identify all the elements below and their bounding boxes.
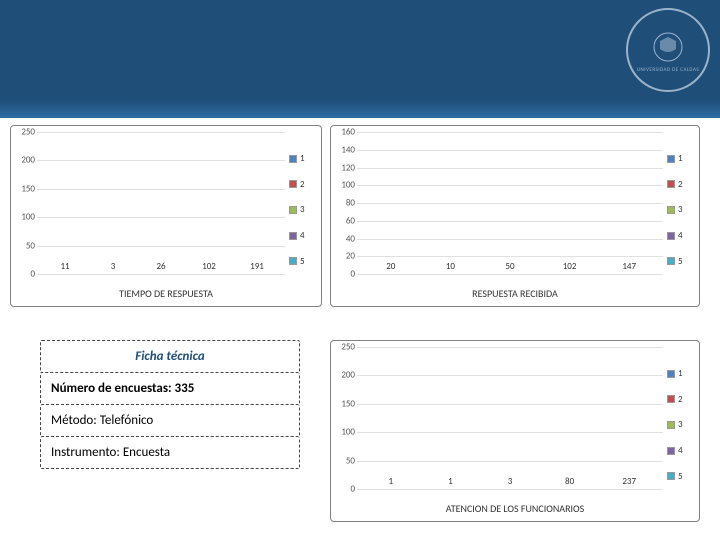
bar-value: 147 [603,261,655,272]
bar-value: 80 [544,476,596,487]
y-tick: 0 [350,484,355,495]
chart-tiempo-respuesta: 0 50 100 150 200 250 11 3 26 102 191 1 2 3 4 5 TIEMPO… [10,125,322,307]
bar-value: 3 [484,476,536,487]
bar-value: 102 [189,261,229,272]
y-tick: 100 [341,427,355,438]
y-tick: 100 [341,180,355,191]
bar-value: 50 [484,261,536,272]
bar-value: 20 [365,261,417,272]
y-tick: 0 [30,269,35,280]
legend-item: 3 [667,204,695,215]
bar-value: 26 [141,261,181,272]
y-tick: 20 [346,251,355,262]
y-tick: 80 [346,198,355,209]
legend-item: 2 [289,179,317,190]
chart1-xlabel: TIEMPO DE RESPUESTA [11,287,321,300]
legend-item: 1 [667,153,695,164]
bar-value: 11 [45,261,85,272]
bar-value: 102 [544,261,596,272]
legend-item: 5 [667,471,695,482]
legend-item: 4 [667,230,695,241]
legend-item: 3 [667,419,695,430]
legend-item: 3 [289,204,317,215]
legend-item: 5 [289,256,317,267]
ficha-head: Ficha técnica [40,340,300,373]
legend-item: 4 [289,230,317,241]
legend-item: 2 [667,394,695,405]
university-logo: UNIVERSIDAD DE CALDAS [626,8,710,92]
y-tick: 40 [346,233,355,244]
ficha-row: Método: Telefónico [40,405,300,437]
bar-value: 3 [93,261,133,272]
y-tick: 60 [346,215,355,226]
bar-value: 10 [425,261,477,272]
bar-value: 237 [603,476,655,487]
bar-value: 1 [365,476,417,487]
y-tick: 200 [341,370,355,381]
legend-item: 1 [289,153,317,164]
y-tick: 50 [346,455,355,466]
y-tick: 150 [21,183,35,194]
y-tick: 0 [350,269,355,280]
bar-value: 1 [425,476,477,487]
y-tick: 50 [26,240,35,251]
y-tick: 150 [341,398,355,409]
ficha-tecnica: Ficha técnica Número de encuestas: 335 M… [40,340,300,469]
legend-item: 5 [667,256,695,267]
legend-item: 1 [667,368,695,379]
y-tick: 140 [341,144,355,155]
y-tick: 160 [341,127,355,138]
bar-value: 191 [237,261,277,272]
y-tick: 200 [21,155,35,166]
ficha-row: Instrumento: Encuesta [40,437,300,469]
banner [0,0,720,100]
legend-item: 2 [667,179,695,190]
legend-item: 4 [667,445,695,456]
chart2-xlabel: RESPUESTA RECIBIDA [331,287,699,300]
y-tick: 250 [341,342,355,353]
chart-respuesta-recibida: 0 20 40 60 80 100 120 140 160 20 10 50 102 147 1 2 3 4 5… [330,125,700,307]
chart-atencion-funcionarios: 050100150200250 11380237 12345 ATENCION … [330,340,700,522]
banner-band [0,100,720,118]
chart3-xlabel: ATENCION DE LOS FUNCIONARIOS [331,502,699,515]
y-tick: 250 [21,127,35,138]
y-tick: 120 [341,162,355,173]
y-tick: 100 [21,212,35,223]
ficha-row: Número de encuestas: 335 [40,373,300,405]
